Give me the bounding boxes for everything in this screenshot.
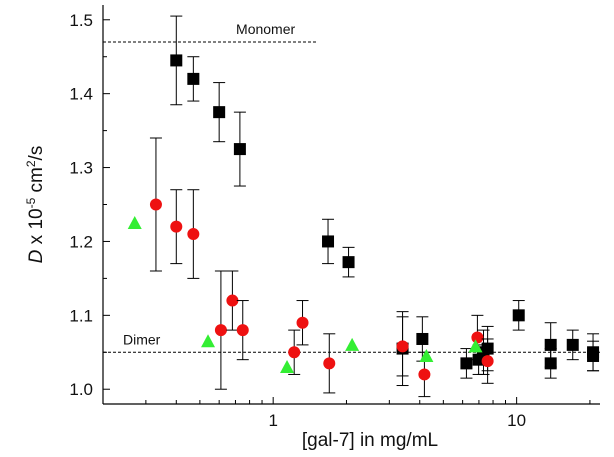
y-axis-label: D x 10-5 cm2/s [24, 146, 47, 264]
circle-marker [471, 331, 484, 344]
y-tick-label: 1.5 [69, 11, 93, 30]
square-marker [544, 338, 557, 351]
reference-label: Dimer [123, 331, 161, 347]
square-marker [512, 309, 525, 322]
circle-marker [236, 324, 249, 337]
circle-marker [396, 340, 409, 353]
circle-marker [226, 294, 239, 307]
triangle-marker [127, 215, 142, 229]
y-tick-label: 1.3 [69, 159, 93, 178]
triangle-marker [419, 348, 434, 362]
square-marker [342, 256, 355, 269]
circle-marker [418, 368, 431, 381]
circle-marker [187, 228, 200, 241]
square-marker [460, 357, 473, 370]
square-marker [416, 332, 429, 345]
circle-marker [323, 357, 336, 370]
reference-label: Monomer [236, 21, 295, 37]
circle-marker [481, 355, 494, 368]
x-axis-label: [gal-7] in mg/mL [302, 430, 438, 451]
y-tick-label: 1.4 [69, 85, 93, 104]
square-marker [544, 357, 557, 370]
triangle-marker [345, 337, 360, 351]
y-label-part: /s [26, 146, 47, 161]
square-marker [170, 54, 183, 67]
square-marker [187, 72, 200, 85]
circle-marker [149, 198, 162, 211]
square-marker [233, 143, 246, 156]
y-tick-label: 1.2 [69, 232, 93, 251]
y-tick-label: 1.1 [69, 306, 93, 325]
triangle-marker [201, 334, 216, 348]
x-tick-label: 10 [507, 411, 526, 430]
circle-marker [170, 220, 183, 233]
square-marker [213, 106, 226, 119]
y-label-part: -5 [24, 197, 38, 208]
y-label-part: x 10 [26, 208, 47, 249]
circle-marker [296, 316, 309, 329]
y-label-part: D [26, 249, 47, 263]
x-tick-label: 1 [268, 411, 277, 430]
triangle-marker [280, 360, 295, 374]
circle-marker [214, 324, 227, 337]
square-marker [587, 349, 600, 362]
y-label-part: cm [26, 167, 47, 198]
y-tick-label: 1.0 [69, 380, 93, 399]
square-marker [322, 235, 335, 248]
triangle-marker [468, 339, 483, 353]
y-label-part: 2 [24, 160, 38, 167]
circle-marker [288, 346, 301, 359]
square-marker [566, 338, 579, 351]
